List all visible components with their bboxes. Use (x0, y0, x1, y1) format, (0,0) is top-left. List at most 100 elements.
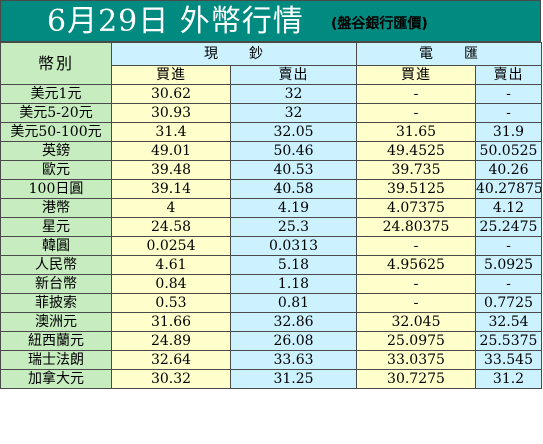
currency-name-cell: 人民幣 (0, 255, 112, 275)
cash-sell-cell: 33.63 (230, 350, 357, 370)
cash-sell-cell: 32 (230, 103, 357, 123)
cash-sell-cell: 25.3 (230, 217, 357, 237)
cash-buy-cell: 4.61 (111, 255, 231, 275)
wire-sell-cell: 31.9 (475, 122, 542, 142)
cash-buy-cell: 24.58 (111, 217, 231, 237)
wire-sell-cell: - (475, 236, 542, 256)
cash-sell-cell: 0.0313 (230, 236, 357, 256)
cash-sell-cell: 50.46 (230, 141, 357, 161)
currency-name-cell: 美元5-20元 (0, 103, 112, 123)
currency-name-cell: 加拿大元 (0, 369, 112, 389)
cash-sell-cell: 0.81 (230, 293, 357, 313)
cash-buy-cell: 30.32 (111, 369, 231, 389)
cash-buy-header: 買進 (111, 65, 231, 85)
wire-sell-cell: - (475, 103, 542, 123)
table-row: 菲披索 0.53 0.81-0.7725 (0, 293, 542, 313)
table-row: 人民幣 4.61 5.18 4.95625 5.0925 (0, 255, 542, 275)
cash-sell-cell: 1.18 (230, 274, 357, 294)
wire-buy-header: 買進 (356, 65, 476, 85)
wire-buy-cell: - (356, 103, 476, 123)
table-row: 美元5-20元 30.93 32- - (0, 103, 542, 123)
currency-name-cell: 紐西蘭元 (0, 331, 112, 351)
wire-buy-cell: 25.0975 (356, 331, 476, 351)
header-row-groups: 幣別 現 鈔 電 匯 (0, 42, 542, 85)
wire-buy-cell: - (356, 236, 476, 256)
table-row: 瑞士法朗 32.64 33.63 33.0375 33.545 (0, 350, 542, 370)
cash-buy-cell: 4 (111, 198, 231, 218)
currency-name-cell: 100日圓 (0, 179, 112, 199)
cash-sell-cell: 31.25 (230, 369, 357, 389)
cash-buy-cell: 39.48 (111, 160, 231, 180)
wire-buy-cell: - (356, 274, 476, 294)
page-title: 6月29日 外幣行情 (47, 4, 304, 39)
wire-buy-cell: 24.80375 (356, 217, 476, 237)
currency-name-cell: 星元 (0, 217, 112, 237)
wire-sell-cell: 40.27875 (475, 179, 542, 199)
cash-buy-cell: 0.0254 (111, 236, 231, 256)
cash-sell-header: 賣出 (230, 65, 357, 85)
exchange-rate-table: 幣別 現 鈔 電 匯 買進 賣出 買進 賣出 美元1元 30.62 32- - 美元5-… (0, 42, 542, 389)
table-row: 加拿大元 30.32 31.25 30.7275 31.2 (0, 369, 542, 389)
header-row-subcolumns: 買進 賣出 買進 賣出 (1, 65, 542, 85)
currency-name-cell: 韓圓 (0, 236, 112, 256)
wire-sell-cell: - (475, 274, 542, 294)
table-row: 新台幣 0.84 1.18- - (0, 274, 542, 294)
source-note: (盤谷銀行匯價) (331, 16, 428, 32)
cash-buy-cell: 31.4 (111, 122, 231, 142)
wire-sell-cell: 40.26 (475, 160, 542, 180)
cash-sell-cell: 40.53 (230, 160, 357, 180)
currency-name-cell: 港幣 (0, 198, 112, 218)
title-bar: 6月29日 外幣行情 (盤谷銀行匯價) (0, 0, 541, 42)
table-row: 美元50-100元 31.4 32.05 31.65 31.9 (0, 122, 542, 142)
cash-buy-cell: 39.14 (111, 179, 231, 199)
wire-sell-cell: 25.2475 (475, 217, 542, 237)
wire-sell-cell: - (475, 84, 542, 104)
table-row: 韓圓 0.0254 0.0313- - (0, 236, 542, 256)
wire-sell-cell: 5.0925 (475, 255, 542, 275)
cash-sell-cell: 4.19 (230, 198, 357, 218)
wire-buy-cell: - (356, 84, 476, 104)
wire-sell-cell: 31.2 (475, 369, 542, 389)
currency-name-cell: 英鎊 (0, 141, 112, 161)
cash-buy-cell: 30.93 (111, 103, 231, 123)
cash-buy-cell: 0.53 (111, 293, 231, 313)
cash-sell-cell: 32.86 (230, 312, 357, 332)
wire-buy-cell: - (356, 293, 476, 313)
cash-sell-cell: 32 (230, 84, 357, 104)
table-row: 星元 24.58 25.3 24.80375 25.2475 (0, 217, 542, 237)
wire-buy-cell: 30.7275 (356, 369, 476, 389)
table-row: 澳洲元 31.66 32.86 32.045 32.54 (0, 312, 542, 332)
wire-buy-cell: 31.65 (356, 122, 476, 142)
table-row: 100日圓 39.14 40.58 39.5125 40.27875 (0, 179, 542, 199)
cash-buy-cell: 30.62 (111, 84, 231, 104)
cash-buy-cell: 31.66 (111, 312, 231, 332)
cash-group-header: 現 鈔 (111, 42, 357, 66)
wire-sell-cell: 33.545 (475, 350, 542, 370)
currency-name-cell: 美元50-100元 (0, 122, 112, 142)
wire-sell-cell: 50.0525 (475, 141, 542, 161)
wire-buy-cell: 33.0375 (356, 350, 476, 370)
wire-buy-cell: 4.95625 (356, 255, 476, 275)
wire-buy-cell: 39.735 (356, 160, 476, 180)
cash-sell-cell: 32.05 (230, 122, 357, 142)
wire-sell-cell: 25.5375 (475, 331, 542, 351)
wire-buy-cell: 32.045 (356, 312, 476, 332)
currency-name-cell: 美元1元 (0, 84, 112, 104)
wire-buy-cell: 39.5125 (356, 179, 476, 199)
cash-buy-cell: 49.01 (111, 141, 231, 161)
cash-buy-cell: 32.64 (111, 350, 231, 370)
cash-sell-cell: 26.08 (230, 331, 357, 351)
wire-sell-cell: 32.54 (475, 312, 542, 332)
wire-buy-cell: 4.07375 (356, 198, 476, 218)
cash-sell-cell: 40.58 (230, 179, 357, 199)
currency-name-cell: 菲披索 (0, 293, 112, 313)
currency-name-cell: 瑞士法朗 (0, 350, 112, 370)
table-row: 歐元 39.48 40.53 39.735 40.26 (0, 160, 542, 180)
wire-sell-header: 賣出 (475, 65, 542, 85)
currency-column-header: 幣別 (0, 42, 112, 85)
wire-buy-cell: 49.4525 (356, 141, 476, 161)
table-row: 港幣 4 4.19 4.07375 4.12 (0, 198, 542, 218)
cash-buy-cell: 0.84 (111, 274, 231, 294)
wire-sell-cell: 0.7725 (475, 293, 542, 313)
